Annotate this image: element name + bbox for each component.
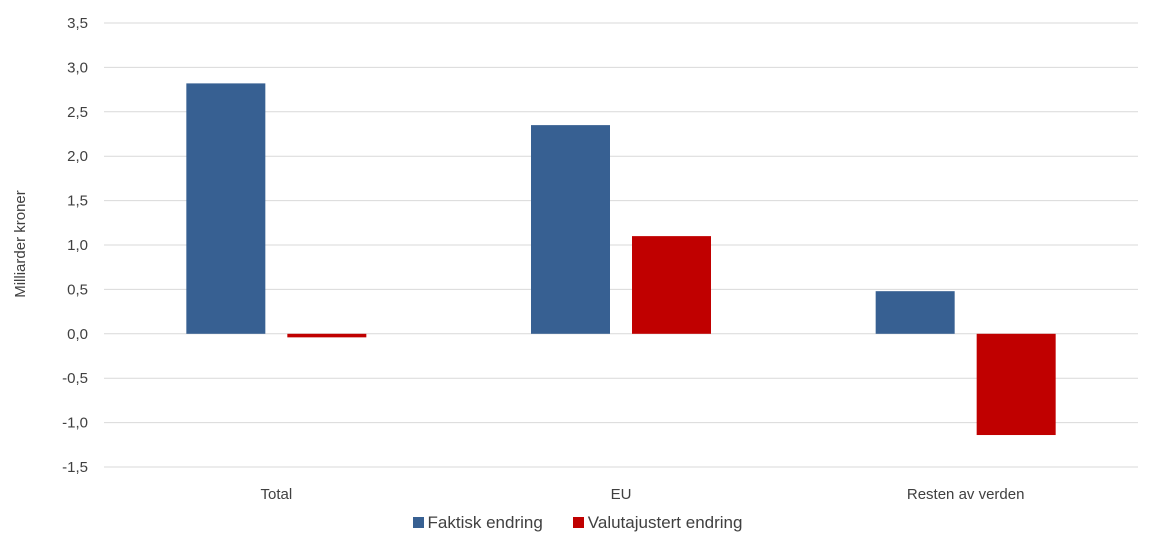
bar-eu-series-2 [632,236,711,334]
y-tick-label: -0,5 [62,370,88,387]
bar-eu-series-1 [531,125,610,334]
bar-resten-av-verden-series-1 [875,291,955,334]
bar-resten-av-verden-series-2 [976,333,1056,436]
legend-item-valutajustert: Valutajustert endring [572,512,743,533]
x-axis-category-labels: Total EU Resten av verden [260,486,1024,503]
y-axis-tick-labels: 3,5 3,0 2,5 2,0 1,5 1,0 0,5 0,0 -0,5 -1,0 -1,5 [62,15,88,476]
bar-chart: 3,5 3,0 2,5 2,0 1,5 1,0 0,5 0,0 -0,5 -1,0 -1,5 Tot… [12,15,1138,503]
bars [186,83,1056,436]
legend-label-valutajustert: Valutajustert endring [587,512,743,532]
y-tick-label: 1,5 [67,193,88,210]
y-tick-label: 0,5 [67,281,88,298]
gridlines [104,22,1138,468]
y-axis-title: Milliarder kroner [12,190,29,298]
legend-swatch-faktisk [412,517,424,528]
y-tick-label: -1,5 [62,459,88,476]
y-tick-label: -1,0 [62,415,88,432]
y-tick-label: 1,0 [67,237,88,254]
y-tick-label: 3,0 [67,59,88,76]
legend-label-faktisk: Faktisk endring [427,512,543,532]
y-tick-label: 2,0 [67,148,88,165]
legend-item-faktisk: Faktisk endring [412,512,543,533]
x-category-label: Total [260,486,292,503]
y-tick-label: 0,0 [67,326,88,343]
chart-legend: Faktisk endring Valutajustert endring [0,512,1155,533]
x-category-label: EU [611,486,632,503]
y-tick-label: 3,5 [67,15,88,32]
bar-total-series-1 [186,83,266,334]
bar-total-series-2 [287,333,367,338]
y-tick-label: 2,5 [67,104,88,121]
x-category-label: Resten av verden [907,486,1025,503]
legend-swatch-valutajustert [572,517,584,528]
